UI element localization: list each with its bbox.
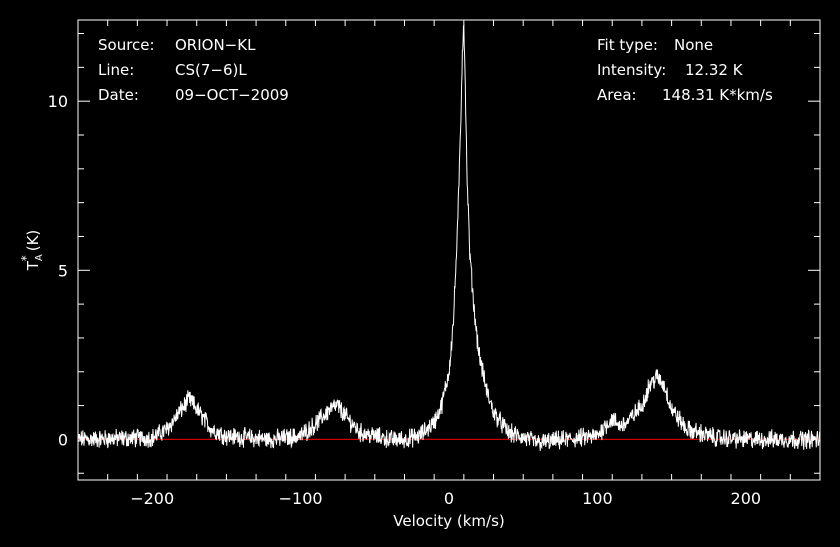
area-value: 148.31 K*km/s [662, 86, 773, 104]
y-tick-label: 5 [58, 261, 68, 280]
area-label: Area: [597, 86, 637, 104]
date-value: 09−OCT−2009 [175, 86, 289, 104]
y-axis-label: TA* (K) [19, 230, 45, 272]
x-tick-label: −200 [130, 489, 174, 508]
intensity-value: 12.32 K [685, 61, 744, 79]
source-value: ORION−KL [175, 36, 256, 54]
source-label: Source: [98, 36, 155, 54]
y-tick-label: 0 [58, 430, 68, 449]
x-axis-ticks: −200 −100 0 100 200 [77, 20, 821, 508]
fit-type-value: None [674, 36, 713, 54]
x-axis-label: Velocity (km/s) [393, 512, 504, 530]
spectrum-line [77, 24, 821, 451]
line-label: Line: [98, 61, 134, 79]
y-tick-label: 10 [48, 92, 68, 111]
line-value: CS(7−6)L [175, 61, 247, 79]
x-tick-label: 100 [582, 489, 613, 508]
svg-text:TA*(K): TA* (K) [19, 230, 45, 272]
fit-type-label: Fit type: [597, 36, 658, 54]
x-tick-label: 0 [444, 489, 454, 508]
y-axis-label-subscript: A [34, 254, 45, 261]
y-axis-label-superscript: * [19, 255, 33, 261]
x-tick-label: −100 [279, 489, 323, 508]
plot-frame [77, 19, 821, 481]
y-axis-label-unit: (K) [24, 230, 42, 252]
date-label: Date: [98, 86, 139, 104]
y-axis-label-symbol: T [24, 260, 42, 271]
intensity-label: Intensity: [597, 61, 666, 79]
x-tick-label: 200 [731, 489, 762, 508]
